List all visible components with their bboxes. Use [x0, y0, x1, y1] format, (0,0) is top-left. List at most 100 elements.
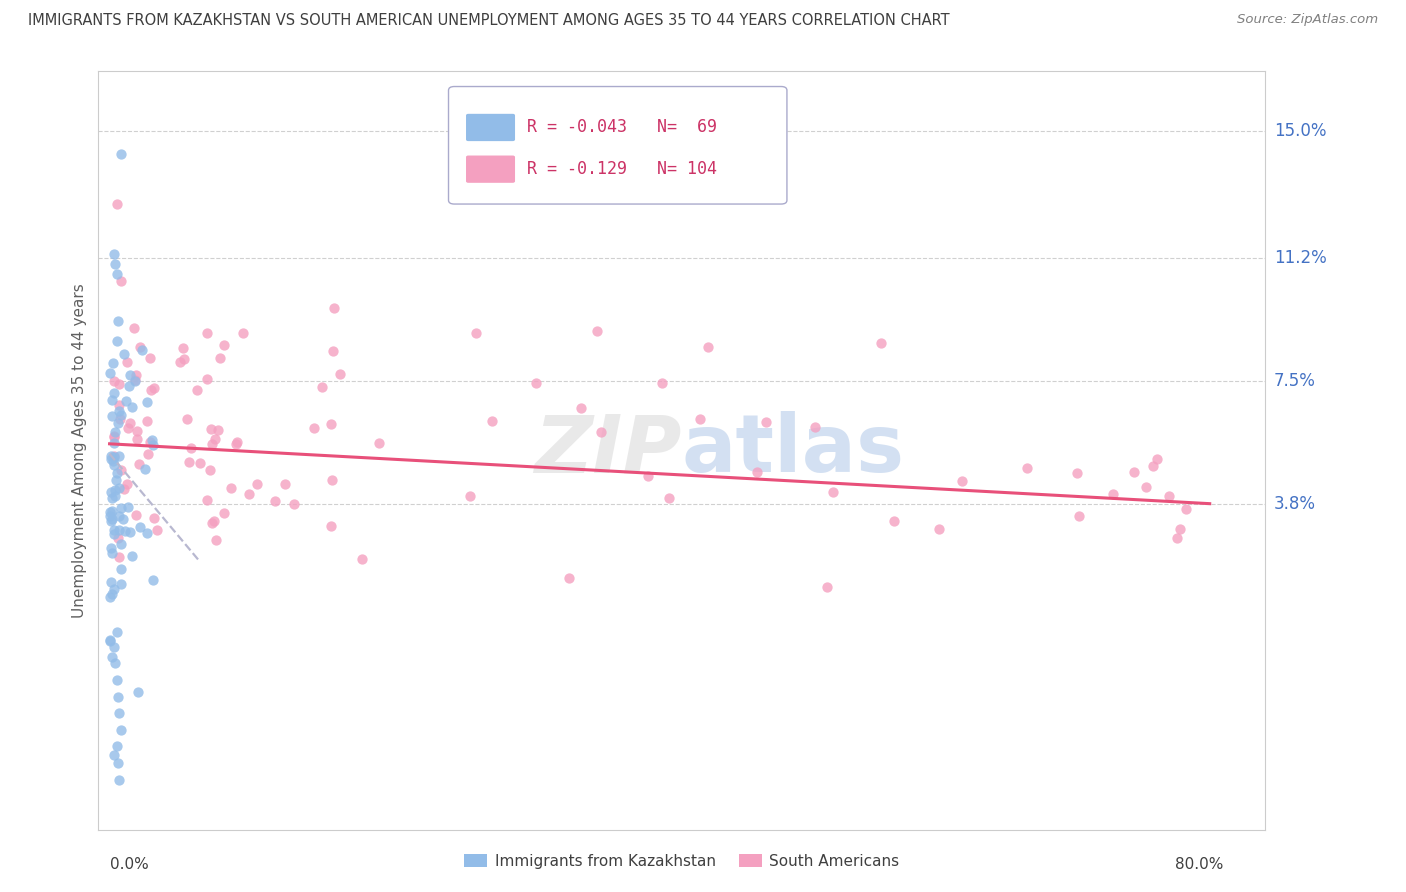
Point [139, 351, 162, 365]
Point [219, 481, 242, 495]
Point [107, 690, 129, 704]
Point [103, 374, 125, 388]
Point [104, 473, 127, 487]
Point [283, 497, 305, 511]
Point [202, 514, 225, 528]
Point [107, 449, 129, 463]
Point [120, 368, 142, 382]
Point [108, 523, 131, 537]
Point [131, 343, 153, 358]
Point [125, 508, 148, 523]
Point [98, 632, 121, 647]
Point [103, 748, 125, 763]
Point [103, 429, 125, 443]
Point [104, 425, 127, 440]
Point [110, 562, 132, 576]
Point [1066, 467, 1088, 481]
Point [107, 482, 129, 496]
Point [107, 416, 129, 430]
Point [177, 455, 200, 469]
Point [100, 452, 122, 467]
Point [274, 476, 297, 491]
Point [141, 383, 163, 397]
Point [117, 500, 139, 514]
Point [107, 376, 129, 391]
Point [1174, 502, 1197, 516]
Point [128, 520, 150, 534]
Point [350, 552, 373, 566]
Point [110, 408, 132, 422]
Point [1015, 460, 1038, 475]
Point [176, 412, 198, 426]
Point [110, 577, 132, 591]
Point [214, 338, 236, 352]
Point [190, 456, 212, 470]
Point [114, 524, 136, 539]
Point [105, 466, 128, 480]
Point [108, 550, 131, 565]
Point [128, 457, 150, 471]
Point [101, 409, 124, 424]
FancyBboxPatch shape [465, 155, 515, 183]
Point [136, 394, 159, 409]
Point [1168, 522, 1191, 536]
Point [101, 454, 124, 468]
Point [103, 526, 125, 541]
Point [108, 706, 131, 721]
Point [98, 508, 121, 523]
Point [105, 673, 128, 687]
Point [322, 344, 344, 359]
Point [108, 772, 131, 787]
Point [136, 447, 159, 461]
Point [697, 340, 720, 354]
Point [100, 514, 122, 528]
Point [204, 533, 226, 547]
Point [198, 463, 221, 477]
Point [128, 340, 150, 354]
Point [141, 434, 163, 448]
Point [110, 723, 132, 737]
Point [100, 545, 122, 559]
Point [103, 582, 125, 597]
Point [172, 341, 194, 355]
Point [870, 335, 893, 350]
Point [195, 326, 218, 340]
Point [323, 301, 346, 315]
Point [134, 462, 156, 476]
Point [173, 351, 195, 366]
Point [101, 512, 124, 526]
Point [107, 531, 129, 545]
Point [321, 519, 343, 533]
Point [101, 650, 124, 665]
Text: 0.0%: 0.0% [110, 857, 148, 872]
FancyBboxPatch shape [449, 87, 787, 204]
Point [201, 437, 224, 451]
Point [115, 355, 138, 369]
Point [136, 414, 159, 428]
Point [186, 383, 208, 397]
Point [105, 334, 128, 348]
Point [142, 438, 165, 452]
Point [689, 412, 711, 426]
Point [821, 485, 844, 500]
Point [98, 366, 121, 380]
Point [112, 346, 135, 360]
Point [755, 415, 778, 429]
Point [117, 421, 139, 435]
Point [110, 274, 132, 288]
Point [121, 549, 143, 563]
Point [110, 501, 132, 516]
Point [803, 419, 825, 434]
Text: R = -0.043   N=  69: R = -0.043 N= 69 [527, 119, 717, 136]
Legend: Immigrants from Kazakhstan, South Americans: Immigrants from Kazakhstan, South Americ… [458, 847, 905, 875]
Point [121, 400, 143, 414]
Point [1146, 451, 1168, 466]
Point [108, 398, 131, 412]
Point [208, 351, 231, 365]
Point [105, 197, 128, 211]
Text: 80.0%: 80.0% [1175, 857, 1223, 872]
Text: 3.8%: 3.8% [1274, 495, 1316, 513]
Point [928, 522, 950, 536]
Point [103, 450, 125, 464]
Point [204, 432, 226, 446]
